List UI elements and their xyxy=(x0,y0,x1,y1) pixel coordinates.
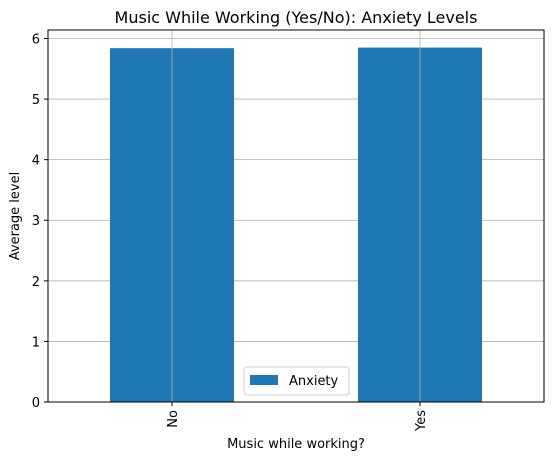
y-tick-label: 1 xyxy=(32,335,40,350)
y-tick-label: 6 xyxy=(32,32,40,47)
y-axis-label: Average level xyxy=(8,172,23,260)
x-tick-label: No xyxy=(166,410,181,428)
x-tick-label: Yes xyxy=(414,410,429,432)
y-tick-label: 2 xyxy=(32,275,40,290)
y-tick-label: 4 xyxy=(32,154,40,169)
legend-swatch xyxy=(250,375,278,385)
y-tick-label: 3 xyxy=(32,214,40,229)
x-axis-label: Music while working? xyxy=(227,437,365,452)
chart-title: Music While Working (Yes/No): Anxiety Le… xyxy=(115,8,478,27)
legend: Anxiety xyxy=(244,367,349,395)
legend-label: Anxiety xyxy=(289,374,339,389)
y-tick-label: 0 xyxy=(32,396,40,411)
y-tick-label: 5 xyxy=(32,93,40,108)
